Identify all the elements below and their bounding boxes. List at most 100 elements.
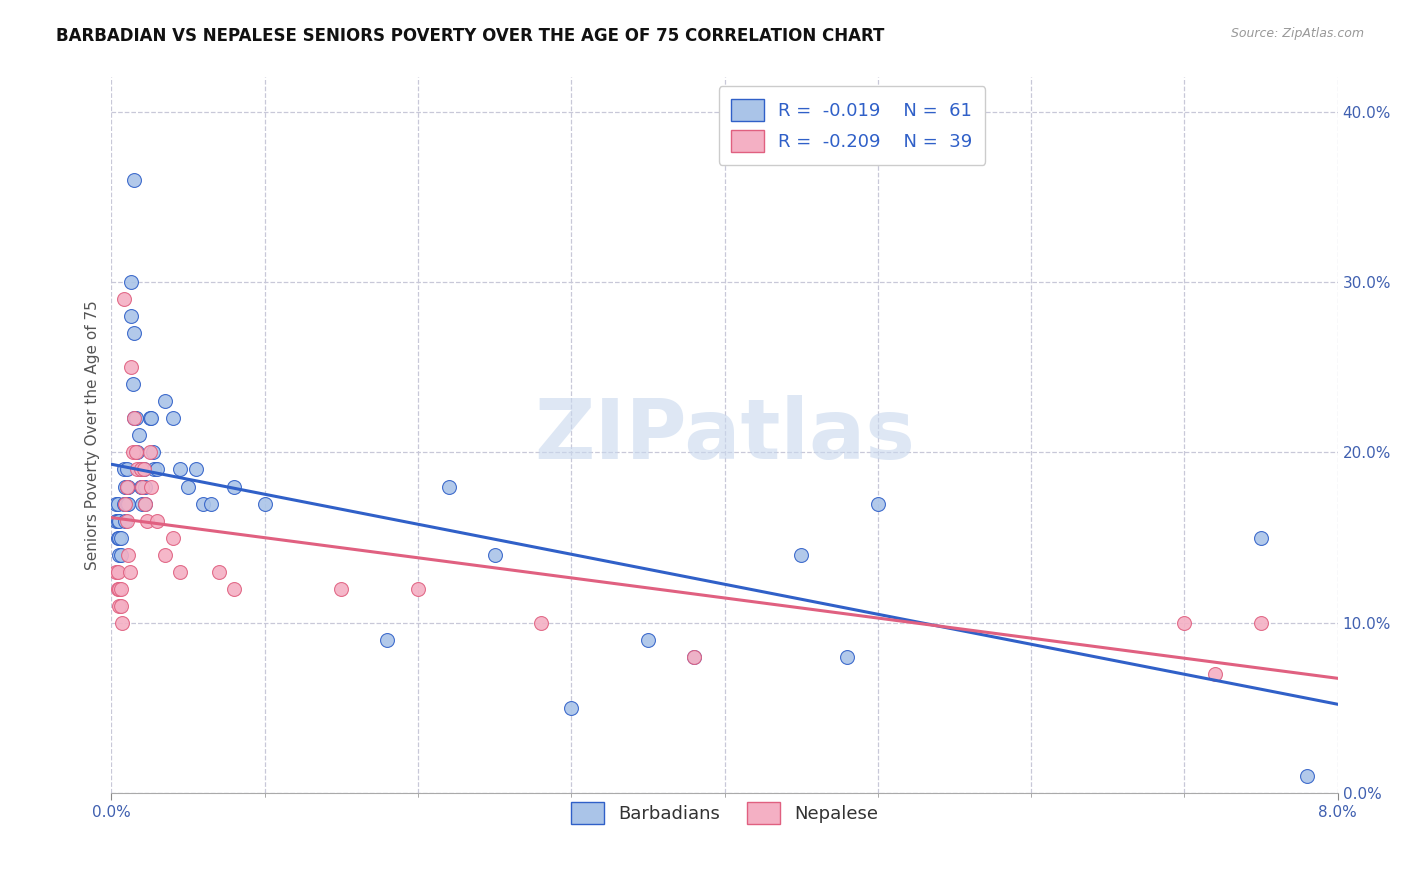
Point (1250, 615, 1272, 630)
Point (124, 172, 146, 186)
Point (132, 462, 155, 476)
Point (114, 497, 136, 511)
Point (112, 497, 135, 511)
Point (125, 445, 148, 459)
Point (484, 548, 506, 562)
Point (120, 275, 142, 289)
Point (129, 462, 152, 476)
Point (115, 462, 138, 476)
Point (375, 632, 398, 647)
Point (131, 497, 153, 511)
Point (118, 565, 141, 579)
Point (134, 479, 156, 493)
Point (114, 479, 136, 493)
Text: ZIPatlas: ZIPatlas (534, 395, 915, 476)
Point (143, 462, 166, 476)
Point (122, 377, 145, 392)
Point (115, 479, 138, 493)
Point (107, 531, 129, 545)
Point (124, 411, 146, 425)
Point (117, 548, 139, 562)
Point (142, 445, 165, 459)
Point (837, 650, 859, 665)
Point (110, 548, 132, 562)
Point (141, 479, 163, 493)
Point (131, 479, 153, 493)
Text: Source: ZipAtlas.com: Source: ZipAtlas.com (1230, 27, 1364, 40)
Point (153, 548, 176, 562)
Point (146, 462, 169, 476)
Point (1204, 667, 1226, 681)
Point (177, 479, 200, 493)
Point (124, 411, 146, 425)
Point (1296, 769, 1319, 783)
Point (169, 462, 191, 476)
Point (105, 497, 128, 511)
Point (107, 582, 129, 596)
Point (107, 497, 129, 511)
Point (111, 615, 134, 630)
Point (222, 479, 245, 493)
Point (193, 497, 215, 511)
Point (208, 565, 231, 579)
Point (114, 497, 136, 511)
Point (124, 326, 146, 340)
Point (560, 701, 582, 715)
Point (200, 497, 222, 511)
Point (122, 445, 145, 459)
Point (153, 394, 176, 409)
Point (134, 497, 156, 511)
Point (683, 650, 706, 665)
Point (637, 632, 659, 647)
Point (107, 565, 129, 579)
Text: BARBADIAN VS NEPALESE SENIORS POVERTY OVER THE AGE OF 75 CORRELATION CHART: BARBADIAN VS NEPALESE SENIORS POVERTY OV… (56, 27, 884, 45)
Point (529, 615, 551, 630)
Point (108, 531, 131, 545)
Point (127, 462, 149, 476)
Point (134, 497, 156, 511)
Point (127, 445, 149, 459)
Point (1250, 531, 1272, 545)
Point (112, 462, 135, 476)
Point (108, 582, 131, 596)
Point (141, 411, 163, 425)
Point (1173, 615, 1195, 630)
Point (162, 531, 184, 545)
Legend: Barbadians, Nepalese: Barbadians, Nepalese (560, 790, 889, 834)
Point (437, 479, 460, 493)
Point (115, 497, 138, 511)
Point (112, 292, 135, 306)
Point (110, 582, 132, 596)
Point (115, 514, 138, 528)
Point (131, 479, 153, 493)
Point (683, 650, 706, 665)
Point (110, 531, 132, 545)
Point (108, 599, 131, 613)
Point (105, 565, 128, 579)
Point (169, 565, 191, 579)
Point (253, 497, 276, 511)
Point (107, 514, 129, 528)
Point (135, 514, 157, 528)
Point (120, 360, 142, 375)
Point (105, 514, 128, 528)
Y-axis label: Seniors Poverty Over the Age of 75: Seniors Poverty Over the Age of 75 (86, 301, 100, 570)
Point (222, 582, 245, 596)
Point (162, 411, 184, 425)
Point (184, 462, 207, 476)
Point (114, 514, 136, 528)
Point (117, 479, 139, 493)
Point (138, 411, 160, 425)
Point (117, 497, 139, 511)
Point (120, 309, 142, 323)
Point (129, 479, 152, 493)
Point (406, 582, 429, 596)
Point (146, 514, 169, 528)
Point (790, 548, 813, 562)
Point (108, 548, 131, 562)
Point (129, 462, 152, 476)
Point (108, 514, 131, 528)
Point (115, 479, 138, 493)
Point (330, 582, 353, 596)
Point (866, 497, 889, 511)
